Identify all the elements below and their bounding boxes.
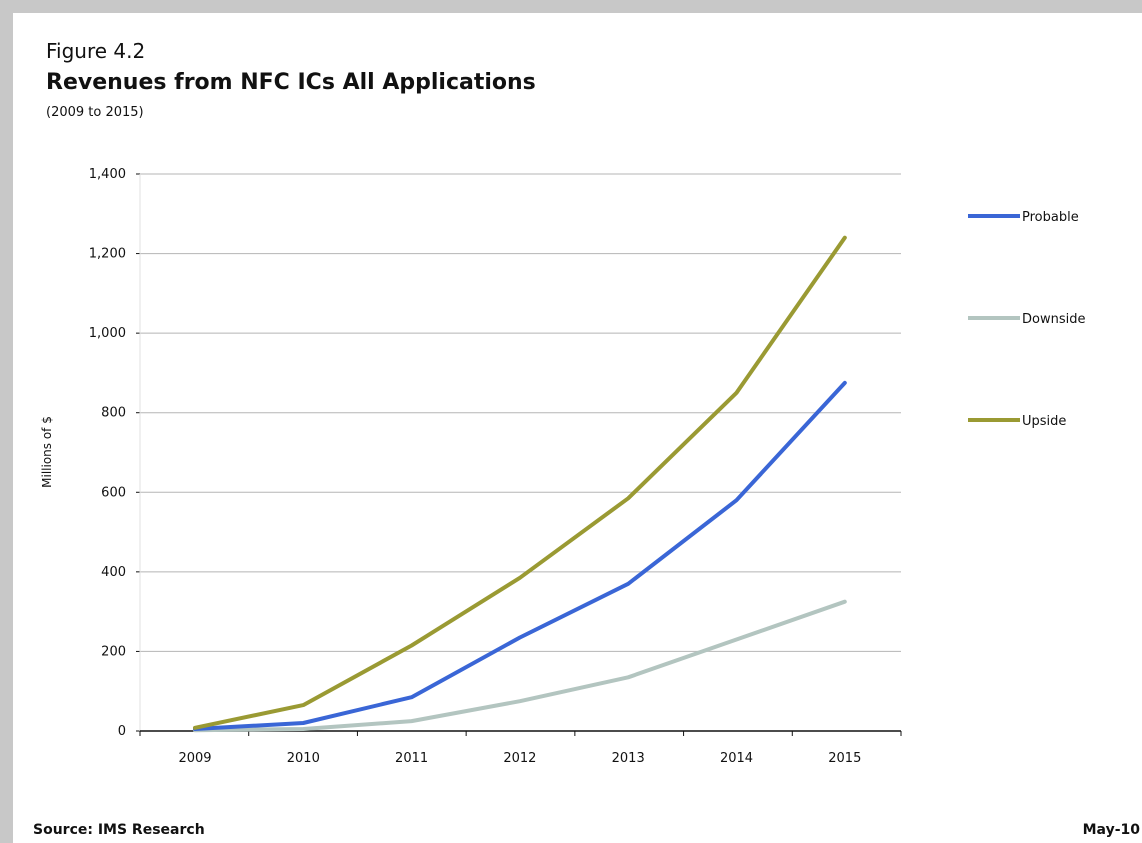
x-tick-label: 2013 (612, 751, 645, 766)
legend: Probable Downside Upside (968, 210, 1085, 429)
gridlines (140, 173, 901, 652)
legend-label: Probable (1022, 210, 1079, 225)
y-tick-label: 800 (101, 406, 126, 421)
chart-subtitle: (2009 to 2015) (46, 105, 144, 120)
chart-title: Revenues from NFC ICs All Applications (46, 70, 536, 95)
x-tick-label: 2015 (828, 751, 861, 766)
series-line-downside (193, 599, 847, 733)
x-tick-label: 2010 (287, 751, 320, 766)
y-tick-label: 200 (101, 644, 126, 659)
series-lines (193, 235, 847, 733)
y-tick-label: 1,200 (89, 247, 126, 262)
legend-label: Downside (1022, 312, 1085, 327)
y-axis: 0 200 400 600 800 1,000 1,200 1,400 (89, 167, 141, 739)
y-axis-label: Millions of $ (40, 416, 54, 488)
x-tick-label: 2012 (503, 751, 536, 766)
legend-label: Upside (1022, 414, 1066, 429)
x-tick-label: 2014 (720, 751, 753, 766)
y-tick-label: 400 (101, 565, 126, 580)
x-tick-label: 2009 (178, 751, 211, 766)
y-tick-label: 600 (101, 485, 126, 500)
y-tick-label: 0 (118, 724, 126, 739)
publication-date: May-10 (1082, 822, 1140, 838)
y-tick-label: 1,400 (89, 167, 126, 182)
series-line-upside (193, 235, 847, 730)
figure-label: Figure 4.2 (46, 39, 146, 63)
y-tick-label: 1,000 (89, 326, 126, 341)
x-axis: 2009 2010 2011 2012 2013 2014 2015 (139, 730, 902, 766)
series-line-probable (193, 380, 847, 731)
source-note: Source: IMS Research (33, 822, 205, 838)
x-tick-label: 2011 (395, 751, 428, 766)
